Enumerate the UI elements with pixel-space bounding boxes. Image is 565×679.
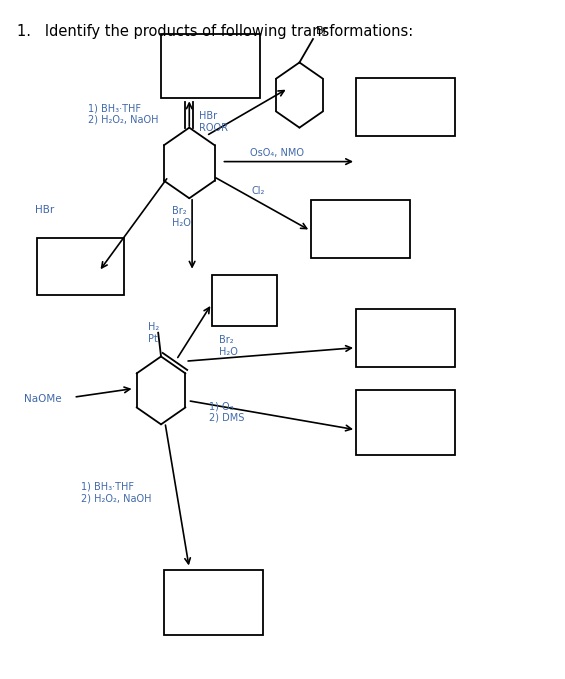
Bar	[356, 309, 455, 367]
Text: Cl₂: Cl₂	[251, 187, 265, 196]
Text: OsO₄, NMO: OsO₄, NMO	[250, 149, 304, 158]
Text: 1) BH₃·THF
2) H₂O₂, NaOH: 1) BH₃·THF 2) H₂O₂, NaOH	[88, 103, 158, 125]
Text: Br₂
H₂O: Br₂ H₂O	[172, 206, 191, 228]
Text: 1) O₃
2) DMS: 1) O₃ 2) DMS	[209, 401, 245, 423]
Text: 1.   Identify the products of following transformations:: 1. Identify the products of following tr…	[17, 24, 413, 39]
Bar	[37, 238, 124, 295]
Text: 1) BH₃·THF
2) H₂O₂, NaOH: 1) BH₃·THF 2) H₂O₂, NaOH	[81, 481, 151, 503]
Text: Br₂
H₂O: Br₂ H₂O	[219, 335, 238, 357]
Text: Br: Br	[316, 26, 328, 35]
Text: HBr
ROOR: HBr ROOR	[199, 111, 228, 133]
Text: NaOMe: NaOMe	[24, 394, 62, 403]
Text: HBr: HBr	[35, 206, 54, 215]
Bar	[356, 78, 455, 136]
Bar	[164, 570, 263, 635]
Bar	[212, 275, 277, 326]
Bar	[161, 34, 260, 98]
Bar	[311, 200, 410, 258]
Bar	[356, 390, 455, 455]
Text: H₂
Pt: H₂ Pt	[148, 322, 159, 344]
